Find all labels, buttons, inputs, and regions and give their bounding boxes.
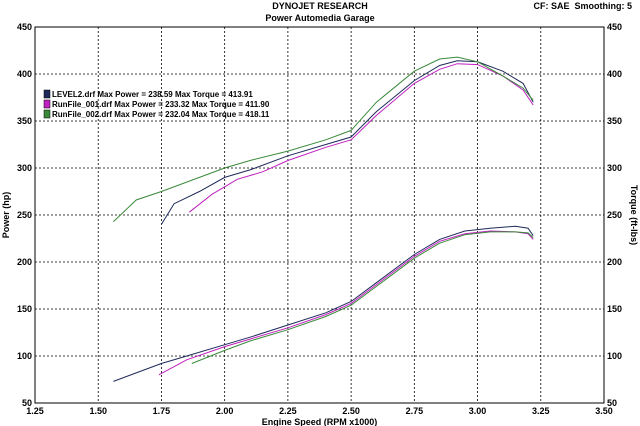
y-axis-label: Power (hp) [1,192,11,239]
y2-tick-label: 300 [607,163,622,173]
y-tick-label: 450 [17,22,32,32]
x-tick-label: 3.25 [532,406,550,416]
series-2-power-line [158,230,534,376]
chart-title: DYNOJET RESEARCH [272,1,368,11]
y-tick-label: 150 [17,304,32,314]
y-tick-label: 200 [17,257,32,267]
y2-axis-ticks: 50 100 150 200 250 300 350 400 450 [607,22,622,408]
legend-swatch [43,99,51,109]
legend-entry: RunFile_002.drf Max Power = 232.04 Max T… [52,110,270,119]
x-axis-ticks: 1.25 1.50 1.75 2.00 2.25 2.50 2.75 3.00 3.25 3.50 [26,406,613,416]
y2-tick-label: 250 [607,210,622,220]
y2-tick-label: 450 [607,22,622,32]
x-tick-label: 1.75 [153,406,171,416]
y-tick-label: 350 [17,116,32,126]
series-lines [113,56,534,382]
series-3-torque-line [113,56,534,222]
smoothing-value: Smoothing: 5 [574,1,633,11]
series-1-torque-line [160,60,534,225]
y-tick-label: 50 [22,398,32,408]
y2-axis-label: Torque (ft-lbs) [629,185,639,245]
chart-subtitle: Power Automedia Garage [265,13,375,23]
y-tick-label: 100 [17,351,32,361]
plot-frame [34,26,605,404]
series-2-torque-line [188,63,534,213]
x-tick-label: 2.75 [406,406,424,416]
legend-swatch [43,89,51,99]
y-tick-label: 250 [17,210,32,220]
series-1-power-line [113,225,534,382]
y-tick-label: 300 [17,163,32,173]
x-axis-label: Engine Speed (RPM x1000) [262,417,378,426]
x-tick-label: 2.50 [342,406,360,416]
y2-tick-label: 350 [607,116,622,126]
y-axis-ticks: 50 100 150 200 250 300 350 400 450 [17,22,32,408]
y2-tick-label: 100 [607,351,622,361]
cf-label: CF: SAE Smoothing: 5 [533,1,632,11]
legend-swatch [43,109,51,119]
x-tick-label: 1.25 [26,406,44,416]
y-tick-label: 400 [17,69,32,79]
legend-entry: RunFile_001.drf Max Power = 233.32 Max T… [52,100,270,109]
y2-tick-label: 200 [607,257,622,267]
legend-entry: LEVEL2.drf Max Power = 238.59 Max Torque… [52,90,253,99]
grid-lines [34,26,605,404]
y2-tick-label: 50 [607,398,617,408]
series-3-power-line [191,231,534,364]
y2-tick-label: 150 [607,304,622,314]
y2-tick-label: 400 [607,69,622,79]
x-tick-label: 2.25 [279,406,297,416]
cf-value: CF: SAE [533,1,570,11]
x-tick-label: 2.00 [216,406,234,416]
x-tick-label: 1.50 [89,406,107,416]
x-tick-label: 3.00 [469,406,487,416]
legend: LEVEL2.drf Max Power = 238.59 Max Torque… [43,89,270,119]
x-tick-label: 3.50 [595,406,613,416]
